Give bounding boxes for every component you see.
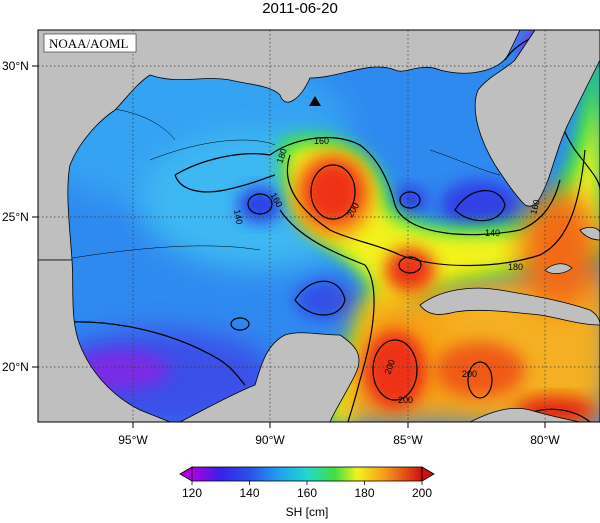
colorbar-right-arrow <box>421 466 435 482</box>
contour-label: 160 <box>528 198 542 215</box>
lon-tick-label: 80°W <box>530 433 560 447</box>
colorbar-title: SH [cm] <box>286 505 329 519</box>
contour-label: 140 <box>485 228 500 238</box>
colorbar-tick-label: 200 <box>412 486 432 500</box>
contour-label: 200 <box>462 369 477 379</box>
lon-tick-labels: 95°W 90°W 85°W 80°W <box>118 433 560 447</box>
contour-label: 200 <box>382 358 397 376</box>
lat-tick-label: 30°N <box>2 59 29 73</box>
colorbar-tick-label: 180 <box>354 486 374 500</box>
land-masses <box>38 30 600 422</box>
colorbar-left-arrow <box>179 466 193 482</box>
contour-label: 140 <box>232 209 244 226</box>
contour-label: 180 <box>274 147 289 165</box>
graticule <box>38 30 600 422</box>
credit-text: NOAA/AOML <box>49 36 129 51</box>
lat-tick-label: 25°N <box>2 210 29 224</box>
lon-tick-label: 90°W <box>255 433 285 447</box>
colorbar-tick-label: 120 <box>182 486 202 500</box>
lon-tick-label: 95°W <box>118 433 148 447</box>
contour-label: 160 <box>314 136 329 146</box>
map-frame <box>37 29 600 423</box>
lat-tick-label: 20°N <box>2 360 29 374</box>
colorbar-gradient <box>191 466 423 482</box>
axis-ticks <box>32 65 546 428</box>
contour-lines <box>38 31 600 422</box>
colorbar: 120 140 160 180 200 SH [cm] <box>179 466 435 519</box>
contour-label: 180 <box>508 262 523 272</box>
lat-tick-labels: 30°N 25°N 20°N <box>2 59 29 374</box>
credit-box: NOAA/AOML <box>43 33 137 53</box>
triangle-marker <box>309 96 321 106</box>
colorbar-tick-label: 140 <box>239 486 259 500</box>
colorbar-tick-label: 160 <box>297 486 317 500</box>
lon-tick-label: 85°W <box>393 433 423 447</box>
contour-label: 200 <box>398 395 413 405</box>
plot-area: 160 180 160 140 200 140 180 160 200 200 … <box>38 30 600 422</box>
map-title: 2011-06-20 <box>262 0 338 17</box>
